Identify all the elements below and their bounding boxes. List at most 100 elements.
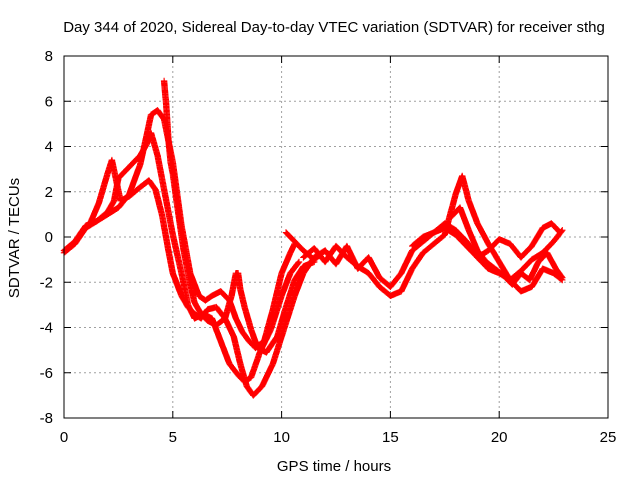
data-point-segment: [526, 259, 542, 284]
data-point-segment: [398, 266, 415, 295]
x-tick-labels: 0 5 10 15 20 25: [60, 429, 617, 446]
data-point-segment: [267, 293, 285, 333]
data-point-segment: [419, 229, 436, 241]
chart-title: Day 344 of 2020, Sidereal Day-to-day VTE…: [63, 19, 605, 36]
data-point-segment: [169, 231, 185, 276]
data-point-segment: [280, 293, 298, 333]
data-point-segment: [184, 303, 197, 317]
data-point-segment: [165, 136, 174, 165]
data-point-segment: [239, 328, 252, 344]
data-point-segment: [465, 197, 481, 226]
data-point-segment: [376, 274, 393, 290]
data-point-segment: [300, 245, 317, 261]
series-track-a: [60, 107, 298, 352]
data-point-segment: [474, 247, 489, 265]
data-point: [556, 229, 564, 236]
data-point-segment: [154, 152, 168, 192]
series-track-b: [60, 129, 303, 385]
data-point-segment: [191, 299, 204, 317]
data-point-segment: [441, 224, 458, 238]
data-point-segment: [552, 265, 565, 280]
y-tick-label: -8: [40, 410, 53, 427]
data-point-segment: [154, 107, 167, 122]
data-point-segment: [163, 102, 172, 142]
data-point-segment: [180, 247, 194, 287]
data-point-segment: [491, 265, 506, 278]
data-point-segment: [282, 277, 298, 311]
data-point-segment: [108, 156, 124, 203]
data-point-segment: [387, 288, 404, 299]
data-point-segment: [137, 142, 150, 159]
data-point-segment: [221, 293, 235, 322]
data-point-segment: [376, 283, 393, 299]
data-point-segment: [465, 227, 481, 253]
y-tick-label: 8: [45, 48, 53, 65]
data-point-segment: [485, 236, 502, 254]
y-tick-label: 0: [45, 229, 53, 246]
y-tick-label: -6: [40, 365, 53, 382]
data-point-segment: [217, 337, 233, 366]
data-point-segment: [169, 270, 185, 298]
data-point-segment: [95, 171, 111, 207]
data-point-segment: [197, 310, 210, 324]
data-point-segment: [482, 258, 498, 272]
series-track-f: [300, 172, 566, 299]
x-tick-label: 20: [491, 429, 508, 446]
data-point-segment: [258, 361, 276, 390]
data-point-segment: [452, 227, 469, 244]
y-axis-label: SDTVAR / TECUs: [6, 178, 23, 298]
x-tick-label: 0: [60, 429, 68, 446]
data-point-segment: [178, 292, 191, 310]
data-point-segment: [456, 204, 472, 233]
data-point-segment: [250, 383, 265, 399]
series-track-d: [160, 77, 318, 356]
data-point-segment: [528, 250, 545, 263]
data-point-segment: [343, 254, 361, 269]
data-point-segment: [278, 271, 294, 299]
data-point-segment: [145, 177, 158, 192]
x-tick-label: 5: [169, 429, 177, 446]
x-axis-label: GPS time / hours: [277, 458, 391, 475]
data-point-segment: [247, 326, 261, 350]
data-point-segment: [291, 238, 306, 253]
data-point-segment: [274, 305, 289, 340]
data-point-segment: [419, 241, 437, 256]
data-point-segment: [409, 234, 426, 250]
data-point-segment: [126, 184, 143, 200]
data-point-segment: [247, 350, 263, 381]
data-point-segment: [463, 242, 480, 260]
data-point-segment: [430, 232, 448, 247]
data-point-segment: [365, 254, 383, 280]
data-point-segment: [387, 270, 404, 290]
data-point-segment: [237, 360, 250, 389]
tick-marks: [63, 55, 609, 419]
data-point-segment: [263, 334, 280, 356]
y-tick-label: 4: [45, 139, 53, 156]
data-point-segment: [365, 270, 382, 290]
data-point: [559, 274, 566, 281]
y-tick-label: 2: [45, 184, 53, 201]
x-tick-label: 15: [382, 429, 399, 446]
data-point-segment: [398, 248, 415, 277]
data-point-segment: [104, 198, 117, 216]
data-point-segment: [539, 239, 556, 256]
data-point-segment: [174, 202, 187, 253]
x-tick-label: 25: [600, 429, 617, 446]
data-point-segment: [496, 236, 513, 247]
y-tick-label: 6: [45, 93, 53, 110]
data-point-segment: [160, 77, 170, 108]
data-point-segment: [269, 327, 287, 367]
data-point-segment: [543, 249, 559, 271]
data-point-segment: [226, 360, 241, 378]
data-point-segment: [300, 259, 317, 270]
data-point-segment: [332, 242, 350, 260]
y-tick-label: -4: [40, 320, 53, 337]
y-tick-label: -2: [40, 274, 53, 291]
data-point-segment: [169, 170, 181, 208]
data-layer: [60, 77, 566, 399]
data-point-segment: [269, 271, 285, 313]
data-point-segment: [86, 200, 102, 227]
x-tick-label: 10: [273, 429, 290, 446]
data-point-segment: [548, 220, 563, 235]
y-tick-labels: -8 -6 -4 -2 0 2 4 6 8: [40, 48, 53, 427]
